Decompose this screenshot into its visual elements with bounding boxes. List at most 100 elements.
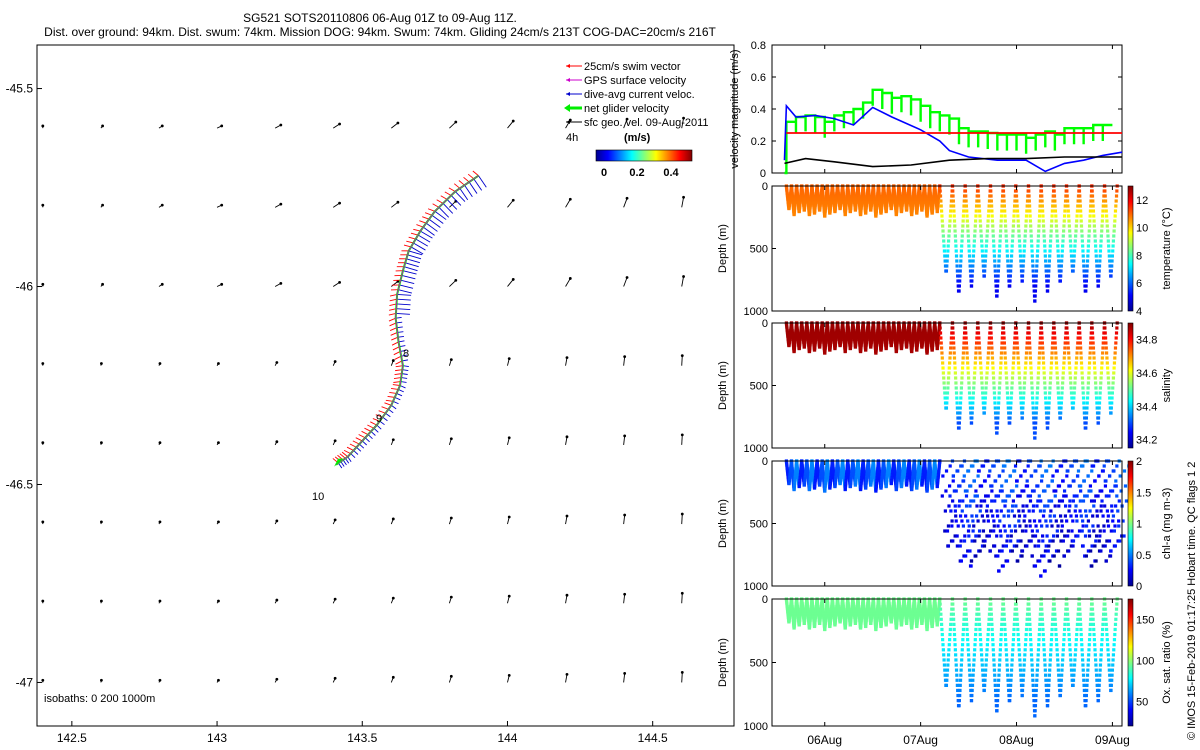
profile-point [948,356,952,360]
dac-vector [420,230,433,239]
profile-point [998,376,1002,380]
profile-point [833,484,837,489]
profile-point [1094,386,1098,390]
profile-point [1001,326,1006,330]
profile-point [1068,234,1072,238]
profile-point [1013,341,1017,345]
profile-point [1111,239,1116,243]
profile-point [818,345,822,349]
profile-point [958,274,962,278]
colorbar-title: (m/s) [624,132,651,144]
profile-point [981,391,985,395]
profile-point [1100,224,1104,228]
sfc-vector-head [158,362,162,365]
sfc-vector-head [391,438,395,442]
sfc-vector-head [680,512,684,516]
profile-point [951,499,955,503]
swim-vector [395,360,403,365]
profile-point [1032,279,1036,283]
profile-point [899,484,904,489]
profile-point [1007,274,1011,278]
profile-point [941,234,945,238]
profile-point [1009,254,1014,258]
colorbar-tick-label: 34.8 [1136,335,1157,347]
profile-point [954,519,958,523]
profile-point [991,361,995,365]
sfc-vector-head [507,436,511,440]
profile-point [1035,259,1039,263]
profile-point [1060,391,1064,395]
profile-point [1079,346,1083,350]
profile-point [944,269,949,273]
sfc-vector-head [454,279,458,282]
profile-point [944,406,949,410]
profile-point [1069,386,1073,390]
profile-point [1103,194,1107,198]
profile-point [973,494,977,498]
sfc-vector-head [160,203,164,207]
profile-point [946,386,950,390]
sfc-vector-head [454,120,458,124]
profile-point [1019,259,1023,263]
sfc-vector-head [682,116,685,120]
profile-point [1022,254,1026,258]
profile-point [997,264,1001,268]
profile-point [992,386,996,390]
profile-point [940,351,944,355]
profile-point [987,336,992,340]
profile-point [1003,214,1007,218]
profile-point [1040,331,1044,335]
profile-point [992,381,996,385]
sfc-vector-head [333,676,337,680]
profile-point [807,212,812,217]
map-colorbar [595,149,693,162]
profile-point [1109,274,1113,278]
profile-point [1004,371,1008,375]
profile-point [1040,341,1044,345]
profile-point [1053,204,1057,208]
sfc-vector [449,280,457,287]
profile-point [1010,386,1014,390]
sfc-vector-head [275,598,279,602]
velocity-y-tick-label: 0 [760,168,766,180]
profile-point [945,259,949,263]
profile-colorbar [1127,185,1134,312]
profile-point [1083,416,1087,420]
profile-point [966,234,970,238]
profile-point [1023,234,1027,238]
profile-point [1077,189,1082,193]
profile-point [962,341,966,345]
profile-point [946,524,951,528]
profile-point [941,229,945,233]
profile-point [1073,376,1077,380]
profile-point [864,211,868,215]
profile-point [994,416,998,420]
dac-vector [350,453,356,458]
profile-point [1029,239,1034,243]
profile-point [1048,376,1053,380]
sfc-vector-head [568,197,572,201]
profile-point [991,366,995,370]
profile-point [959,391,963,395]
swim-vector [367,424,375,429]
profile-point [938,331,943,335]
profile-point [1027,336,1031,340]
profile-point [965,346,969,350]
profile-point [1057,401,1061,405]
profile-point [1084,284,1088,288]
profile-point [991,371,995,375]
profile-point [1088,351,1092,355]
profile-point [1079,214,1083,218]
profile-point [1021,264,1025,268]
sfc-vector-head [507,594,511,598]
profile-point [974,351,978,355]
profile-point [1062,214,1067,218]
profile-point [1095,269,1099,273]
dac-vector [356,446,362,452]
profile-point [1112,229,1116,233]
profile-point [1027,331,1031,335]
profile-point [1017,366,1021,370]
swim-vector [467,173,475,180]
legend-gps-label: GPS surface velocity [584,75,687,87]
sfc-vector-head [333,597,337,601]
